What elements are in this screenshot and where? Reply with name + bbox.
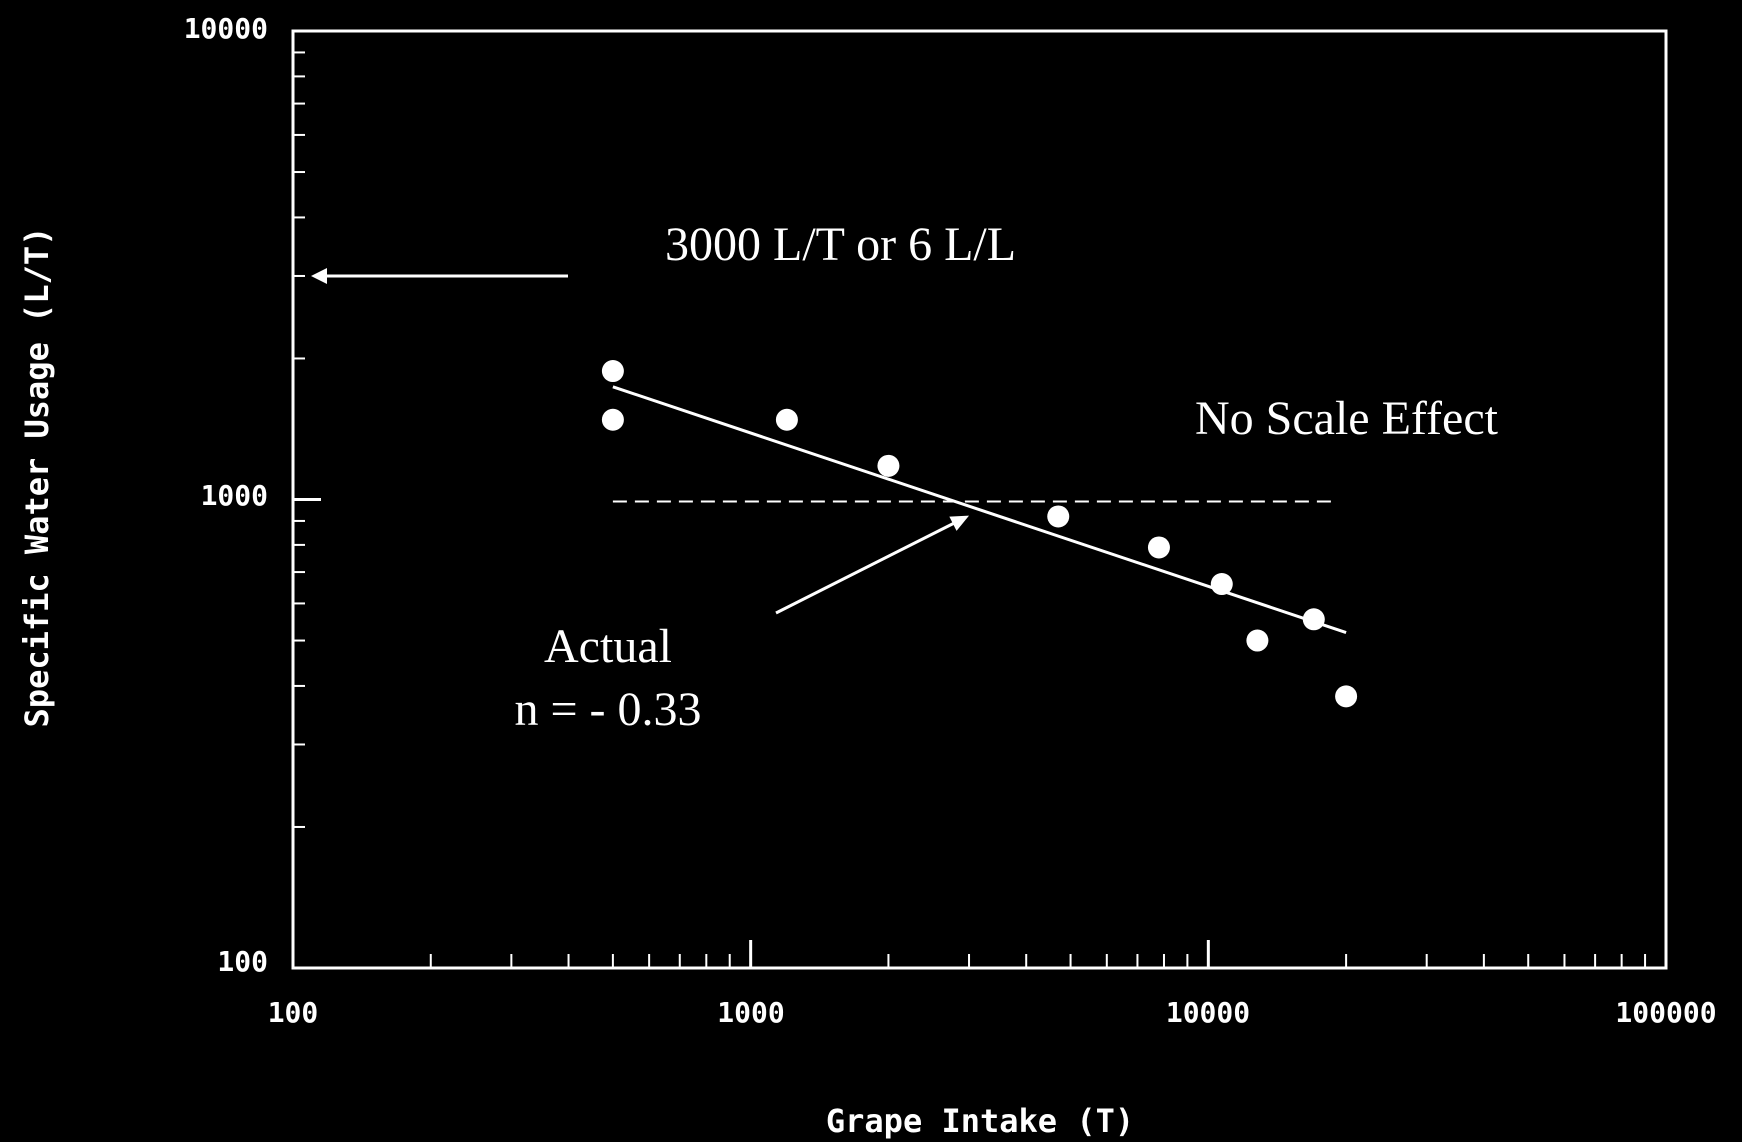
data-points <box>601 360 1358 708</box>
y-tick-label-100: 100 <box>217 945 268 978</box>
data-point <box>1147 536 1170 559</box>
y-axis-label: Specific Water Usage (L/T) <box>18 227 56 728</box>
no-scale-effect-label: No Scale Effect <box>1195 392 1499 445</box>
actual-label: Actual <box>544 620 672 673</box>
actual-arrow <box>775 518 962 615</box>
reference-annotation: 3000 L/T or 6 L/L <box>665 218 1016 271</box>
data-point <box>1210 573 1233 596</box>
x-axis-label: Grape Intake (T) <box>826 1102 1134 1140</box>
x-tick-label-100000: 100000 <box>1615 996 1716 1029</box>
x-tick-label-10000: 10000 <box>1166 996 1250 1029</box>
data-point <box>1047 505 1070 528</box>
plot-frame <box>291 29 1668 970</box>
actual-arrow-head <box>949 515 970 531</box>
data-point <box>775 408 798 431</box>
actual-exponent-label: n = - 0.33 <box>514 683 701 736</box>
reference-arrow-head <box>311 267 327 284</box>
y-tick-label-1000: 1000 <box>201 479 268 512</box>
data-point <box>601 360 624 383</box>
data-point <box>1246 629 1269 652</box>
x-tick-label-1000: 1000 <box>717 996 784 1029</box>
data-point <box>1302 608 1325 631</box>
y-tick-label-10000: 10000 <box>184 12 268 45</box>
data-point <box>877 454 900 477</box>
data-point <box>1335 685 1358 708</box>
axis-ticks <box>293 51 1647 968</box>
data-point <box>601 408 624 431</box>
x-tick-label-100: 100 <box>268 996 319 1029</box>
